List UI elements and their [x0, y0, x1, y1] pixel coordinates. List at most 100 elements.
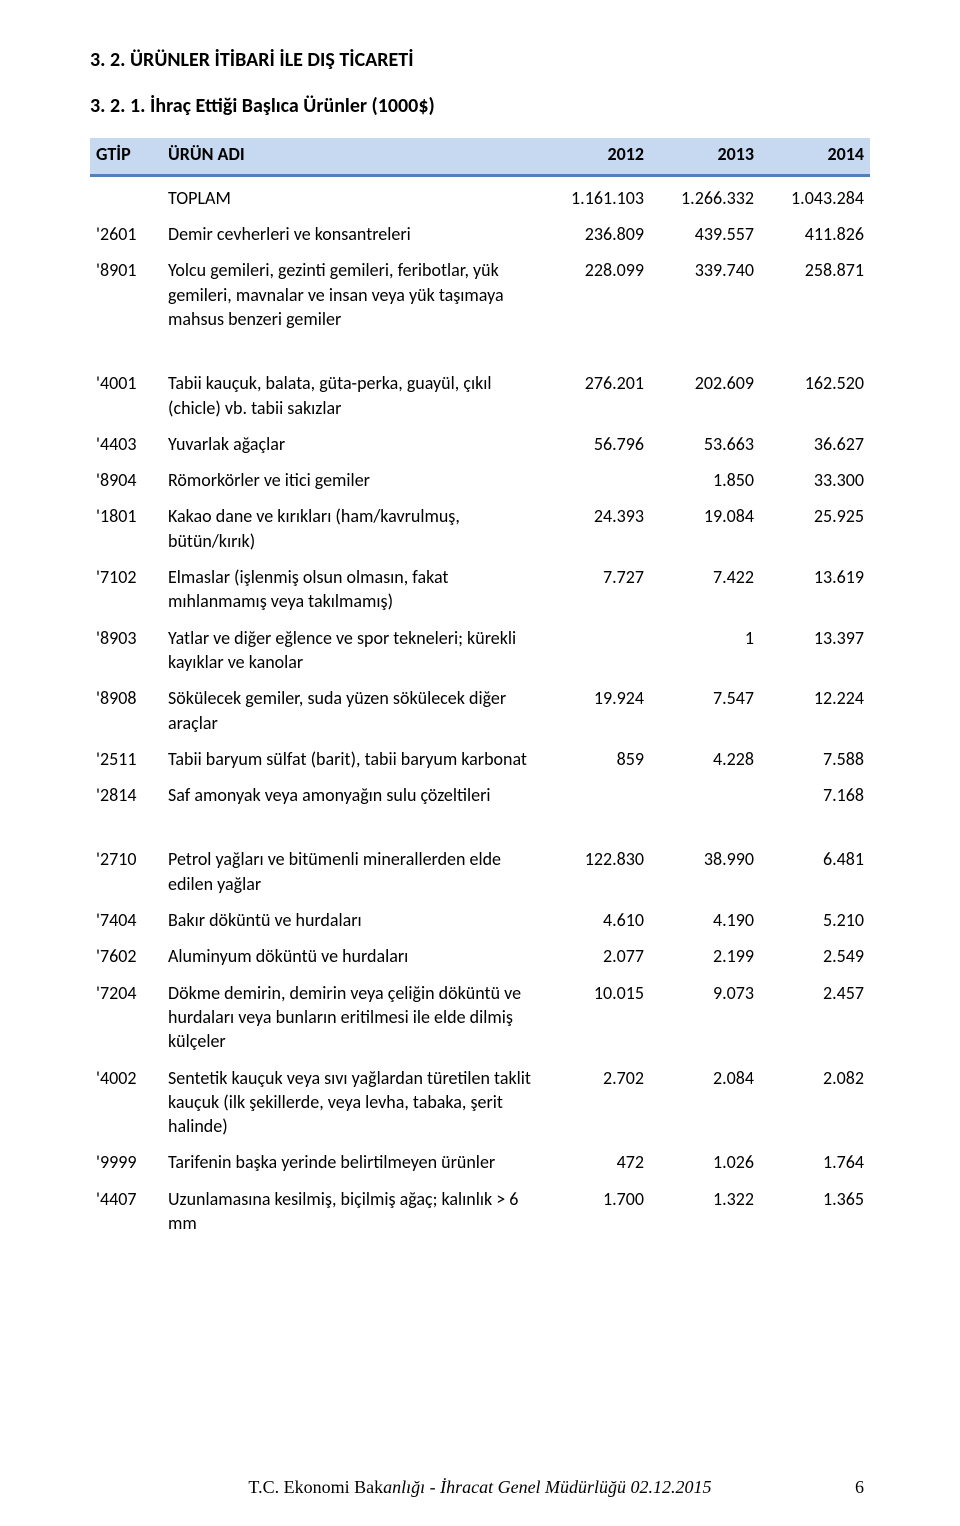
- col-header-2013: 2013: [650, 138, 760, 176]
- cell-y2: 19.084: [650, 498, 760, 559]
- cell-y3: 13.397: [760, 620, 870, 681]
- table-row: '4407Uzunlamasına kesilmiş, biçilmiş ağa…: [90, 1181, 870, 1242]
- cell-gtp: '2511: [90, 741, 162, 777]
- cell-y1: 2.702: [540, 1060, 650, 1145]
- cell-y2: 1.850: [650, 462, 760, 498]
- cell-y3: 12.224: [760, 680, 870, 741]
- cell-y1: 56.796: [540, 426, 650, 462]
- cell-name: Saf amonyak veya amonyağın sulu çözeltil…: [162, 777, 540, 813]
- table-row: '4403Yuvarlak ağaçlar56.79653.66336.627: [90, 426, 870, 462]
- cell-y1: 2.077: [540, 938, 650, 974]
- cell-name: Petrol yağları ve bitümenli minerallerde…: [162, 841, 540, 902]
- col-header-2012: 2012: [540, 138, 650, 176]
- cell-y3: 7.168: [760, 777, 870, 813]
- cell-y2: 4.228: [650, 741, 760, 777]
- total-y3: 1.043.284: [760, 180, 870, 216]
- cell-y3: 2.082: [760, 1060, 870, 1145]
- cell-y3: 162.520: [760, 365, 870, 426]
- table-row: '1801Kakao dane ve kırıkları (ham/kavrul…: [90, 498, 870, 559]
- cell-y1: 1.700: [540, 1181, 650, 1242]
- section-subheading: 3. 2. 1. İhraç Ettiği Başlıca Ürünler (1…: [90, 94, 870, 118]
- total-y1: 1.161.103: [540, 180, 650, 216]
- table-row: '8904Römorkörler ve itici gemiler 1.85033…: [90, 462, 870, 498]
- cell-name: Tarifenin başka yerinde belirtilmeyen ür…: [162, 1144, 540, 1180]
- cell-y1: 472: [540, 1144, 650, 1180]
- cell-y2: 38.990: [650, 841, 760, 902]
- cell-y2: 4.190: [650, 902, 760, 938]
- cell-y1: [540, 620, 650, 681]
- cell-y2: 439.557: [650, 216, 760, 252]
- table-row: '7404Bakır döküntü ve hurdaları4.6104.19…: [90, 902, 870, 938]
- col-header-name: ÜRÜN ADI: [162, 138, 540, 176]
- total-label: TOPLAM: [162, 180, 540, 216]
- cell-name: Kakao dane ve kırıkları (ham/kavrulmuş, …: [162, 498, 540, 559]
- cell-gtp: '8901: [90, 252, 162, 337]
- cell-name: Yuvarlak ağaçlar: [162, 426, 540, 462]
- cell-gtp: '2601: [90, 216, 162, 252]
- cell-y3: 13.619: [760, 559, 870, 620]
- cell-y1: 10.015: [540, 975, 650, 1060]
- cell-y3: 7.588: [760, 741, 870, 777]
- cell-name: Uzunlamasına kesilmiş, biçilmiş ağaç; ka…: [162, 1181, 540, 1242]
- cell-y2: [650, 777, 760, 813]
- cell-y2: 7.547: [650, 680, 760, 741]
- table-row: '4002Sentetik kauçuk veya sıvı yağlardan…: [90, 1060, 870, 1145]
- cell-gtp: '8908: [90, 680, 162, 741]
- cell-y2: 2.199: [650, 938, 760, 974]
- total-row: TOPLAM1.161.1031.266.3321.043.284: [90, 180, 870, 216]
- export-products-table: GTİP ÜRÜN ADI 2012 2013 2014 TOPLAM1.161…: [90, 138, 870, 1241]
- cell-y1: [540, 777, 650, 813]
- table-row: '2511Tabii baryum sülfat (barit), tabii …: [90, 741, 870, 777]
- cell-y1: 4.610: [540, 902, 650, 938]
- total-y2: 1.266.332: [650, 180, 760, 216]
- cell-y3: 33.300: [760, 462, 870, 498]
- cell-name: Tabii kauçuk, balata, güta-perka, guayül…: [162, 365, 540, 426]
- cell-y3: 1.365: [760, 1181, 870, 1242]
- cell-y3: 258.871: [760, 252, 870, 337]
- cell-gtp: '8903: [90, 620, 162, 681]
- col-header-gtp: GTİP: [90, 138, 162, 176]
- section-heading: 3. 2. ÜRÜNLER İTİBARİ İLE DIŞ TİCARETİ: [90, 48, 870, 72]
- cell-gtp: '8904: [90, 462, 162, 498]
- footer-prefix: T.C. Ekonomi Bak: [248, 1477, 383, 1497]
- table-row: '8901Yolcu gemileri, gezinti gemileri, f…: [90, 252, 870, 337]
- cell-y2: 9.073: [650, 975, 760, 1060]
- cell-name: Yatlar ve diğer eğlence ve spor tekneler…: [162, 620, 540, 681]
- cell-gtp: '4001: [90, 365, 162, 426]
- cell-gtp: '4403: [90, 426, 162, 462]
- cell-name: Tabii baryum sülfat (barit), tabii baryu…: [162, 741, 540, 777]
- cell-name: Yolcu gemileri, gezinti gemileri, feribo…: [162, 252, 540, 337]
- page-footer: T.C. Ekonomi Bakanlığı - İhracat Genel M…: [0, 1477, 960, 1498]
- cell-gtp: '7602: [90, 938, 162, 974]
- cell-y3: 6.481: [760, 841, 870, 902]
- cell-name: Aluminyum döküntü ve hurdaları: [162, 938, 540, 974]
- cell-y1: [540, 462, 650, 498]
- col-header-2014: 2014: [760, 138, 870, 176]
- table-row: '7602Aluminyum döküntü ve hurdaları2.077…: [90, 938, 870, 974]
- cell-y2: 53.663: [650, 426, 760, 462]
- table-row: '7102Elmaslar (işlenmiş olsun olmasın, f…: [90, 559, 870, 620]
- cell-gtp: '2814: [90, 777, 162, 813]
- cell-gtp: '9999: [90, 1144, 162, 1180]
- cell-y2: 339.740: [650, 252, 760, 337]
- table-row: '2710Petrol yağları ve bitümenli mineral…: [90, 841, 870, 902]
- table-row: '2814Saf amonyak veya amonyağın sulu çöz…: [90, 777, 870, 813]
- cell-y2: 202.609: [650, 365, 760, 426]
- cell-name: Sökülecek gemiler, suda yüzen sökülecek …: [162, 680, 540, 741]
- cell-gtp: '4407: [90, 1181, 162, 1242]
- cell-y3: 36.627: [760, 426, 870, 462]
- cell-y2: 7.422: [650, 559, 760, 620]
- cell-y1: 24.393: [540, 498, 650, 559]
- table-header: GTİP ÜRÜN ADI 2012 2013 2014: [90, 138, 870, 176]
- table-body: TOPLAM1.161.1031.266.3321.043.284'2601De…: [90, 176, 870, 1242]
- cell-y2: 2.084: [650, 1060, 760, 1145]
- cell-y2: 1: [650, 620, 760, 681]
- table-row: '8908Sökülecek gemiler, suda yüzen sökül…: [90, 680, 870, 741]
- table-row: '8903Yatlar ve diğer eğlence ve spor tek…: [90, 620, 870, 681]
- table-row: '7204Dökme demirin, demirin veya çeliğin…: [90, 975, 870, 1060]
- cell-name: Römorkörler ve itici gemiler: [162, 462, 540, 498]
- cell-y1: 236.809: [540, 216, 650, 252]
- cell-gtp: '7102: [90, 559, 162, 620]
- cell-gtp: '2710: [90, 841, 162, 902]
- cell-y3: 5.210: [760, 902, 870, 938]
